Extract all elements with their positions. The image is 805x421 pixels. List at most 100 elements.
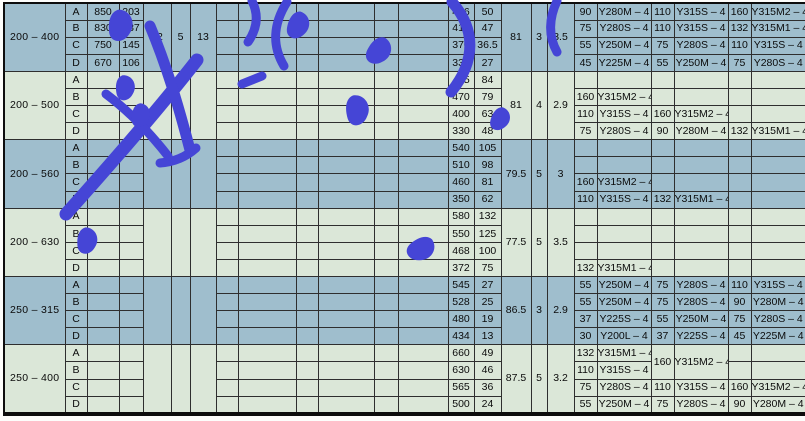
cell-value-2	[118, 122, 144, 141]
cell-empty	[215, 241, 239, 260]
cell-model	[596, 139, 652, 158]
cell-model	[750, 361, 805, 380]
cell-value-1: 830	[86, 19, 120, 38]
cell-empty	[295, 139, 319, 158]
cell-model: Y250M – 4	[673, 53, 729, 72]
cell-empty	[397, 293, 449, 312]
cell-power	[573, 241, 598, 260]
cell-model: Y225M – 4	[750, 327, 805, 346]
cell-spec-merged	[142, 275, 172, 346]
cell-flow: 565	[447, 378, 475, 397]
cell-empty	[397, 87, 449, 107]
cell-value-2	[118, 156, 144, 175]
cell-empty	[397, 53, 449, 72]
group-label: 200 – 630	[3, 207, 66, 278]
cell-empty	[295, 241, 319, 260]
cell-value-2	[118, 395, 144, 415]
cell-spec-merged	[189, 207, 217, 278]
cell-value-1	[86, 122, 120, 141]
cell-power	[573, 224, 598, 243]
cell-empty	[295, 395, 319, 415]
cell-value-1	[86, 241, 120, 260]
cell-spec-merged	[189, 344, 217, 415]
cell-head: 75	[473, 258, 502, 278]
cell-flow: 630	[447, 361, 475, 380]
cell-empty	[237, 344, 297, 363]
cell-flow: 350	[447, 190, 475, 209]
cell-flow: 330	[447, 122, 475, 141]
group-label: 250 – 400	[3, 344, 66, 415]
cell-power: 75	[650, 395, 675, 415]
cell-spec-merged	[142, 344, 172, 415]
cell-power: 75	[573, 378, 598, 397]
cell-spec-merged: 3	[530, 2, 548, 72]
cell-model	[750, 156, 805, 175]
cell-power	[650, 224, 675, 243]
cell-power	[727, 241, 752, 260]
cell-power: 75	[650, 293, 675, 312]
cell-empty	[237, 122, 297, 141]
cell-value-2	[118, 310, 144, 329]
cell-empty	[397, 275, 449, 295]
cell-empty	[295, 293, 319, 312]
row-letter: A	[64, 2, 88, 21]
cell-flow: 426	[447, 2, 475, 21]
cell-power: 75	[727, 310, 752, 329]
cell-model: Y315M2 – 4	[750, 2, 805, 21]
cell-empty	[373, 327, 399, 346]
cell-empty	[373, 2, 399, 21]
cell-empty	[295, 19, 319, 38]
cell-model: Y315M2 – 4	[673, 105, 729, 124]
cell-empty	[237, 139, 297, 158]
cell-model	[673, 224, 729, 243]
cell-empty	[237, 19, 297, 38]
group-label: 200 – 400	[3, 2, 66, 72]
cell-value-1	[86, 327, 120, 346]
cell-power: 90	[727, 395, 752, 415]
cell-model	[750, 173, 805, 192]
cell-power	[650, 258, 675, 278]
cell-model	[750, 258, 805, 278]
cell-power: 160	[727, 378, 752, 397]
cell-value-2	[118, 258, 144, 278]
cell-power: 55	[573, 293, 598, 312]
row-letter: D	[64, 190, 88, 209]
cell-empty	[295, 224, 319, 243]
cell-empty	[237, 190, 297, 209]
cell-spec-merged: 5	[530, 139, 548, 209]
cell-power: 75	[650, 275, 675, 295]
cell-model	[673, 156, 729, 175]
cell-power: 110	[573, 361, 598, 380]
cell-value-1	[86, 139, 120, 158]
cell-empty	[373, 361, 399, 380]
cell-empty	[295, 258, 319, 278]
cell-power	[727, 105, 752, 124]
cell-empty	[373, 344, 399, 363]
cell-power: 37	[650, 327, 675, 346]
cell-empty	[237, 327, 297, 346]
cell-empty	[295, 122, 319, 141]
cell-head: 25	[473, 293, 502, 312]
cell-empty	[215, 361, 239, 380]
cell-flow: 545	[447, 275, 475, 295]
cell-empty	[397, 207, 449, 226]
cell-empty	[215, 2, 239, 21]
cell-spec-merged: 3	[530, 275, 548, 346]
cell-value-1	[86, 395, 120, 415]
cell-empty	[317, 156, 375, 175]
cell-empty	[373, 258, 399, 278]
cell-empty	[373, 293, 399, 312]
cell-head: 50	[473, 2, 502, 21]
cell-flow: 495	[447, 70, 475, 89]
cell-empty	[317, 105, 375, 124]
cell-spec-merged	[170, 344, 191, 415]
cell-empty	[295, 70, 319, 89]
cell-model	[673, 207, 729, 226]
cell-spec-merged	[170, 207, 191, 278]
cell-value-2	[118, 241, 144, 260]
cell-value-2	[118, 361, 144, 380]
cell-empty	[215, 19, 239, 38]
cell-model: Y315M2 – 4	[596, 173, 652, 192]
cell-head: 63	[473, 105, 502, 124]
cell-empty	[295, 53, 319, 72]
